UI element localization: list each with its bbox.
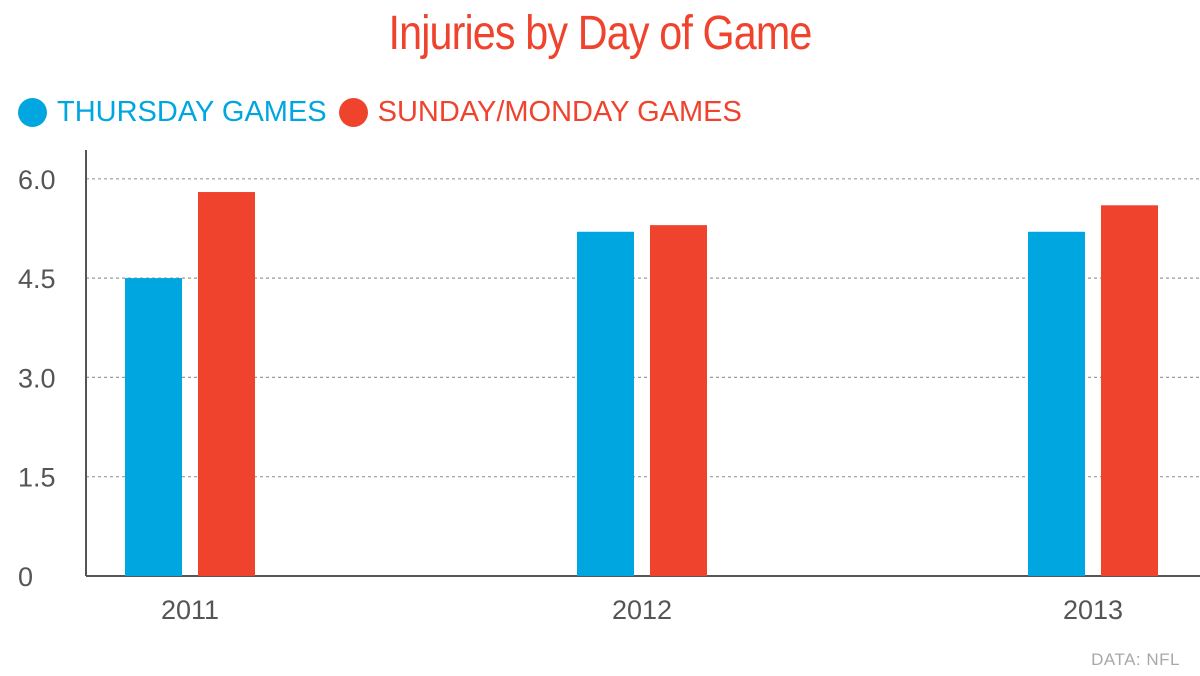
legend-item-thursday: THURSDAY GAMES (18, 96, 327, 129)
y-tick-label: 1.5 (18, 463, 56, 493)
y-tick-label: 6.0 (18, 165, 56, 195)
legend-swatch-sunday-monday (338, 98, 368, 127)
legend-label-thursday: THURSDAY GAMES (57, 96, 327, 128)
legend-item-sunday-monday: SUNDAY/MONDAY GAMES (338, 96, 742, 129)
y-tick-label: 0 (18, 562, 33, 592)
legend-label-sunday-monday: SUNDAY/MONDAY GAMES (377, 96, 742, 128)
y-tick-label: 4.5 (18, 264, 56, 294)
x-tick-label: 2012 (612, 595, 672, 625)
bar-sunday-monday-2013 (1101, 205, 1158, 576)
chart-title: Injuries by Day of Game (388, 7, 812, 60)
x-tick-label: 2013 (1063, 595, 1123, 625)
legend: THURSDAY GAMES SUNDAY/MONDAY GAMES (18, 96, 754, 129)
bar-thursday-2012 (577, 231, 634, 576)
source-note: DATA: NFL (1091, 650, 1180, 669)
x-tick-label: 2011 (161, 595, 219, 625)
legend-swatch-thursday (18, 98, 47, 127)
bar-thursday-2011 (125, 278, 182, 576)
y-tick-label: 3.0 (18, 363, 56, 393)
bar-sunday-monday-2012 (650, 225, 707, 576)
bar-sunday-monday-2011 (198, 192, 255, 577)
bar-thursday-2013 (1028, 231, 1085, 576)
